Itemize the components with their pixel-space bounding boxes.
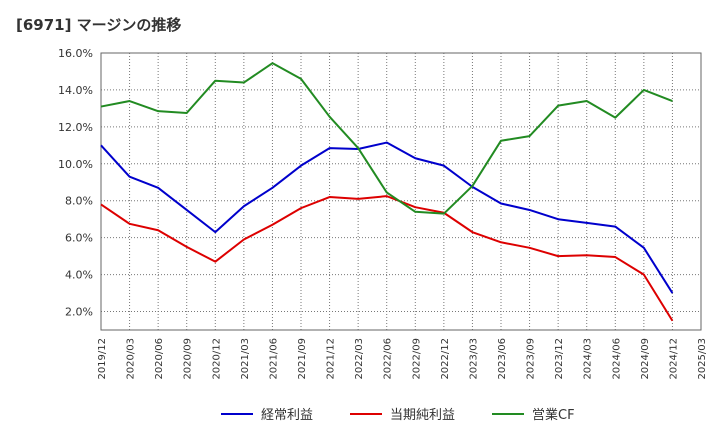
plot-frame — [100, 52, 702, 331]
x-tick-label: 2020/06 — [154, 338, 165, 380]
x-tick-label: 2023/03 — [468, 338, 479, 380]
legend-label: 当期純利益 — [390, 408, 455, 423]
legend-label: 営業CF — [532, 407, 575, 423]
x-tick-label: 2021/09 — [297, 338, 308, 380]
x-tick-label: 2020/03 — [126, 338, 137, 380]
x-tick-label: 2024/03 — [583, 338, 594, 380]
series-line — [100, 62, 673, 215]
y-tick-label: 12.0% — [58, 121, 93, 134]
x-tick-label: 2019/12 — [97, 338, 108, 380]
x-tick-label: 2025/03 — [697, 338, 708, 380]
plot-area — [101, 53, 701, 330]
y-tick-label: 8.0% — [65, 195, 93, 208]
y-tick-label: 6.0% — [65, 232, 93, 245]
y-tick-label: 2.0% — [65, 306, 93, 319]
x-tick-label: 2021/12 — [326, 338, 337, 380]
series-line — [100, 141, 674, 294]
x-tick-label: 2024/06 — [611, 338, 622, 380]
y-tick-label: 16.0% — [58, 47, 93, 60]
x-tick-label: 2021/06 — [268, 338, 279, 380]
x-tick-label: 2020/09 — [183, 338, 194, 380]
x-tick-label: 2021/03 — [240, 338, 251, 380]
x-tick-label: 2024/12 — [668, 338, 679, 380]
x-tick-label: 2022/06 — [383, 338, 394, 380]
x-tick-label: 2022/03 — [354, 338, 365, 380]
series-line — [100, 195, 674, 322]
x-tick-label: 2022/12 — [440, 338, 451, 380]
x-tick-label: 2023/06 — [497, 338, 508, 380]
x-tick-label: 2023/09 — [526, 338, 537, 380]
x-tick-label: 2024/09 — [640, 338, 651, 380]
x-tick-label: 2023/12 — [554, 338, 565, 380]
y-tick-label: 4.0% — [65, 269, 93, 282]
y-tick-label: 14.0% — [58, 84, 93, 97]
chart-title: [6971] マージンの推移 — [16, 16, 182, 34]
x-tick-label: 2022/09 — [411, 338, 422, 380]
legend-label: 経常利益 — [261, 408, 313, 423]
y-tick-label: 10.0% — [58, 158, 93, 171]
x-tick-label: 2020/12 — [211, 338, 222, 380]
